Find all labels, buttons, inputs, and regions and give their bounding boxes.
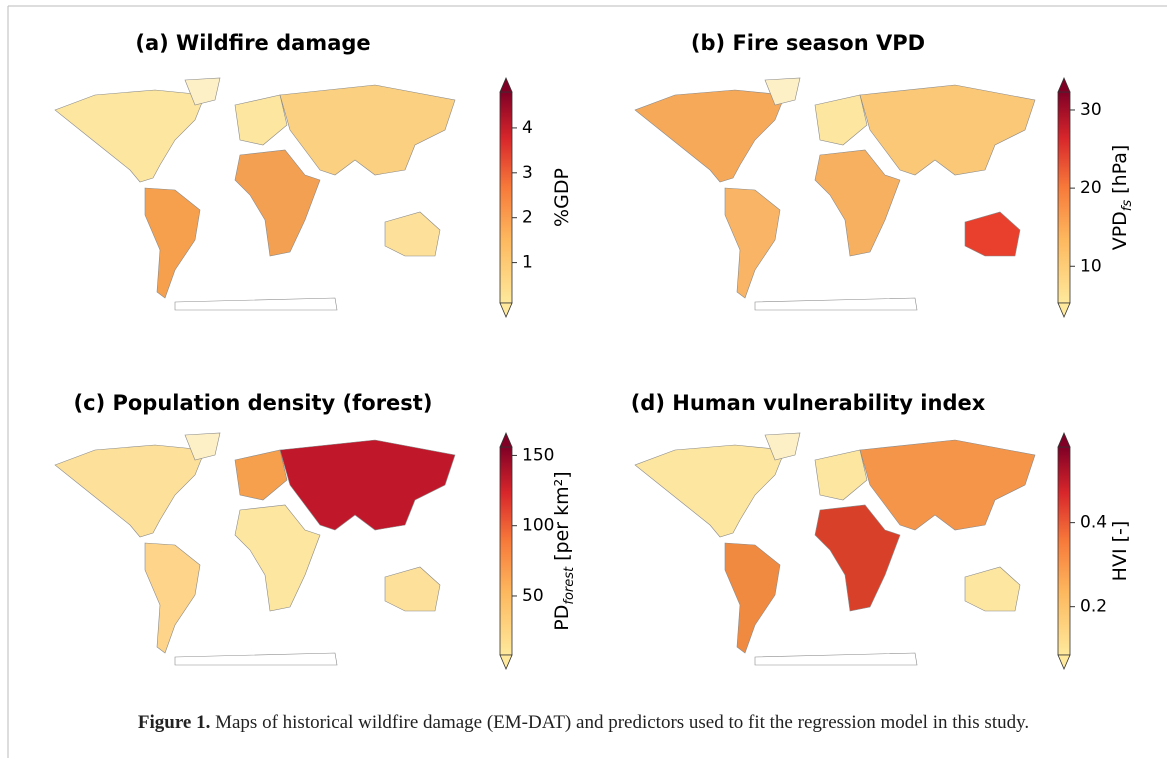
colorbar-label: VPDfs [hPa] <box>1109 145 1135 251</box>
colorbar-tick-label: 10 <box>1080 256 1102 276</box>
colorbar-extend-bottom <box>1057 302 1071 319</box>
colorbar-extend-top <box>1057 431 1071 448</box>
panel-title: (c) Population density (forest) <box>74 391 433 415</box>
colorbar-tick-label: 150 <box>522 445 554 465</box>
region <box>634 89 786 183</box>
colorbar: 1 2 3 4 %GDP <box>499 76 573 319</box>
region <box>384 211 441 257</box>
panel-title: (d) Human vulnerability index <box>631 391 986 415</box>
colorbar-extend-bottom <box>499 654 513 671</box>
colorbar-tick-label: 1 <box>522 253 533 273</box>
colorbar-extend-bottom <box>1057 654 1071 671</box>
colorbar-bar <box>1057 446 1071 656</box>
colorbar-extend-bottom <box>499 302 513 319</box>
colorbar-bar <box>499 446 513 656</box>
panel: (a) Wildfire damage 1 2 3 4 %GDP <box>54 31 573 319</box>
colorbar-tick-label: 3 <box>522 163 533 183</box>
colorbar-tick-label: 4 <box>522 118 533 138</box>
colorbar: 0.2 0.4 HVI [-] <box>1057 431 1131 671</box>
region <box>279 439 456 531</box>
colorbar-label-unit: [per km²] <box>551 471 573 561</box>
region <box>174 297 338 311</box>
colorbar-label-text: PD <box>551 605 573 631</box>
colorbar-label: PDforest [per km²] <box>551 471 577 630</box>
colorbar-tick-label: 30 <box>1080 100 1102 120</box>
region <box>234 149 321 257</box>
panel: (b) Fire season VPD 10 20 30 VPDfs [hPa] <box>634 31 1135 319</box>
colorbar-tick-label: 20 <box>1080 178 1102 198</box>
colorbar-label-text: HVI [-] <box>1109 521 1131 582</box>
region <box>754 652 918 666</box>
colorbar-bar <box>499 91 513 304</box>
region <box>144 542 201 654</box>
colorbar-label-text: %GDP <box>551 168 573 227</box>
colorbar-label-sub: forest <box>562 566 577 605</box>
colorbar-tick-label: 0.2 <box>1080 597 1107 617</box>
region <box>859 84 1036 176</box>
region <box>814 504 901 612</box>
region <box>859 439 1036 531</box>
colorbar-tick-label: 100 <box>522 516 554 536</box>
map <box>54 77 456 311</box>
colorbar-tick-label: 0.4 <box>1080 513 1107 533</box>
panel-title: (a) Wildfire damage <box>135 31 370 55</box>
colorbar-label: HVI [-] <box>1109 521 1131 582</box>
colorbar-extend-top <box>499 76 513 93</box>
region <box>964 211 1021 257</box>
colorbar-label-sub: fs <box>1120 200 1135 212</box>
region <box>54 444 206 538</box>
region <box>724 542 781 654</box>
region <box>764 432 801 461</box>
region <box>814 94 868 146</box>
region <box>184 77 221 106</box>
colorbar-extend-top <box>499 431 513 448</box>
colorbar: 50 100 150 PDforest [per km²] <box>499 431 577 671</box>
region <box>234 449 288 501</box>
region <box>754 297 918 311</box>
region <box>184 432 221 461</box>
region <box>764 77 801 106</box>
map <box>54 432 456 666</box>
colorbar-label-unit: [hPa] <box>1109 145 1131 194</box>
panel: (c) Population density (forest) 50 100 150 P… <box>54 391 577 671</box>
region <box>234 504 321 612</box>
colorbar-tick-label: 50 <box>522 586 544 606</box>
region <box>54 89 206 183</box>
region <box>634 444 786 538</box>
colorbar: 10 20 30 VPDfs [hPa] <box>1057 76 1135 319</box>
region <box>724 187 781 299</box>
region <box>964 566 1021 612</box>
panel: (d) Human vulnerability index 0.2 0.4 HVI [… <box>631 391 1131 671</box>
region <box>814 149 901 257</box>
caption-text: Maps of historical wildfire damage (EM-D… <box>215 712 1030 733</box>
colorbar-label-text: VPD <box>1109 211 1131 250</box>
colorbar-tick-label: 2 <box>522 208 533 228</box>
caption-label: Figure 1. <box>137 712 211 733</box>
region <box>234 94 288 146</box>
region <box>144 187 201 299</box>
colorbar-label: %GDP <box>551 168 573 227</box>
region <box>814 449 868 501</box>
region <box>279 84 456 176</box>
caption: Figure 1. Maps of historical wildfire da… <box>0 712 1167 734</box>
region <box>384 566 441 612</box>
colorbar-extend-top <box>1057 76 1071 93</box>
panel-title: (b) Fire season VPD <box>691 31 925 55</box>
map <box>634 77 1036 311</box>
map <box>634 432 1036 666</box>
colorbar-bar <box>1057 91 1071 304</box>
region <box>174 652 338 666</box>
